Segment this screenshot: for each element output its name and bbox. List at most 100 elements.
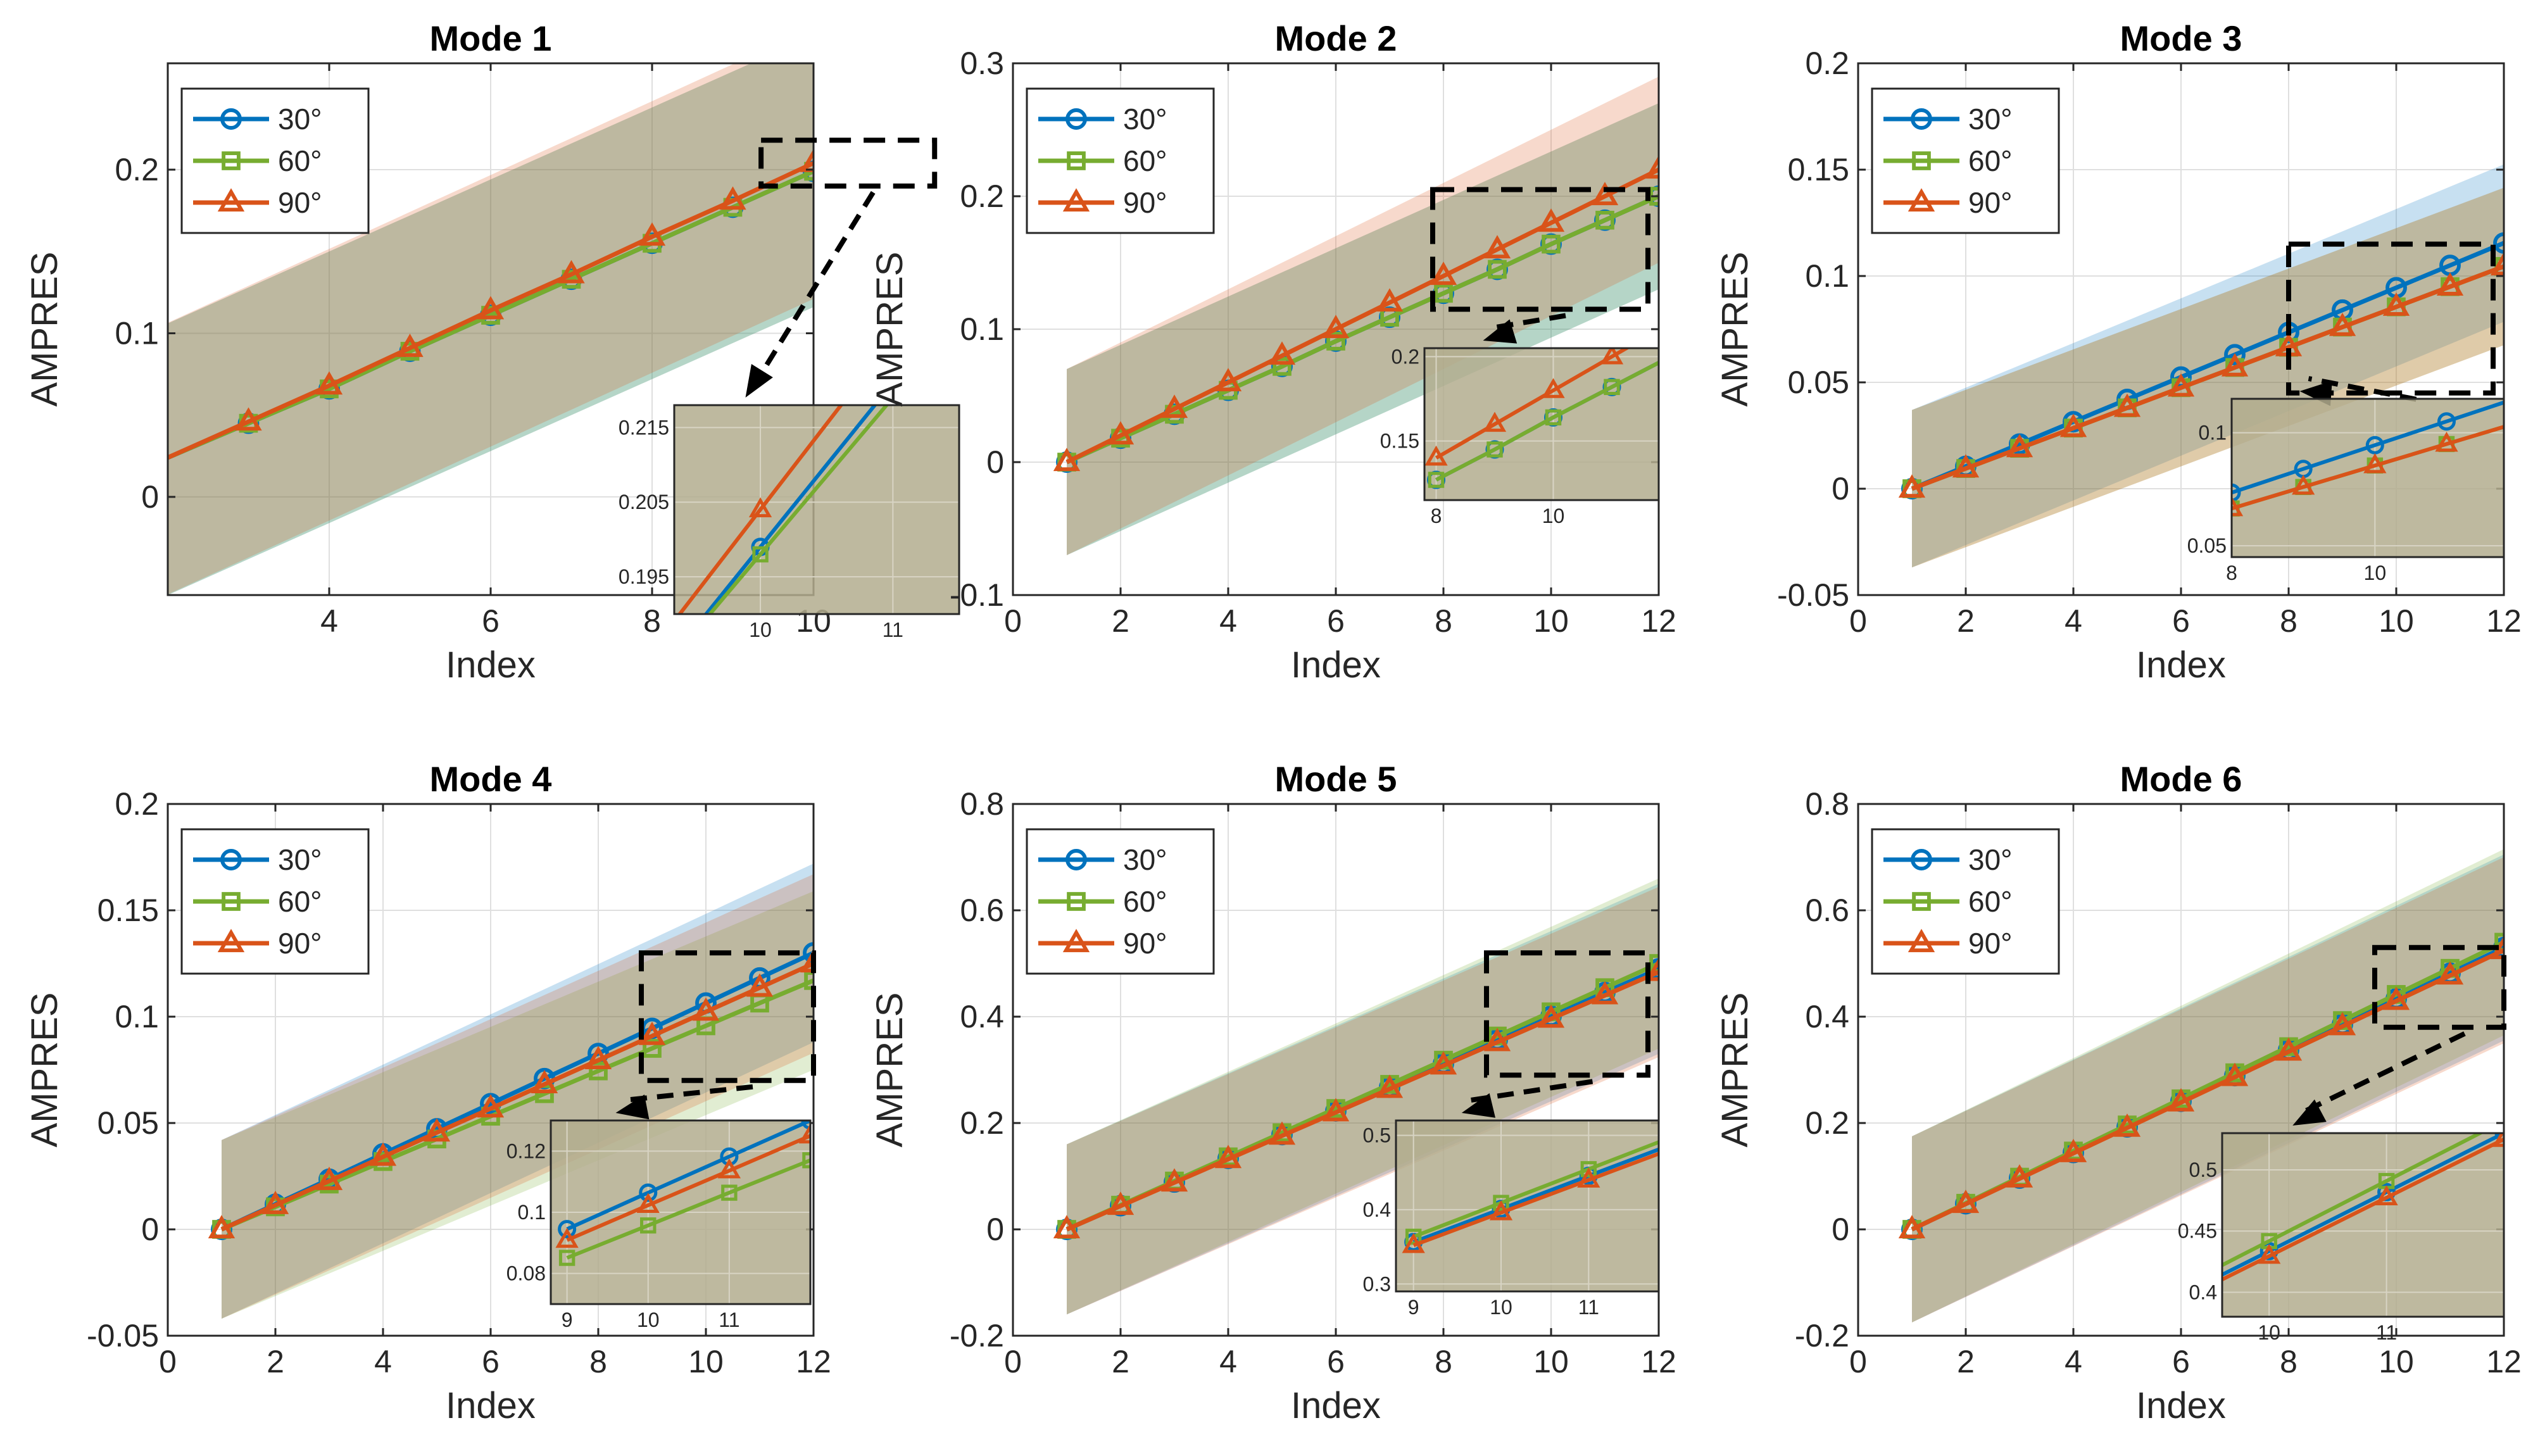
data-point-90 — [2059, 1139, 2087, 1162]
data-point-60 — [1434, 284, 1453, 303]
inset-frame — [673, 404, 960, 615]
legend-marker — [217, 929, 245, 953]
y-tick-label: 0 — [141, 479, 159, 515]
inset-line-60 — [707, 405, 889, 614]
inset-line-60 — [566, 1158, 810, 1260]
inset-line-30 — [1412, 1147, 1659, 1244]
chart-title: Mode 4 — [430, 759, 552, 799]
zoom-inset: 8 10 0.15 0.2 — [1380, 345, 1660, 527]
data-point-90 — [1537, 1004, 1565, 1028]
y-tick-label: 0.8 — [960, 786, 1004, 822]
legend-marker — [1065, 849, 1087, 870]
data-point-90 — [692, 997, 720, 1021]
inset-point-90 — [2143, 1305, 2161, 1321]
data-point-90 — [2382, 292, 2410, 316]
data-point-90 — [2329, 1012, 2356, 1036]
inset-x-tick-label: 10 — [2364, 562, 2387, 584]
legend-label-90: 90° — [1123, 927, 1167, 960]
zoom-arrow — [2300, 1031, 2466, 1115]
legend-label-30: 30° — [1968, 103, 2013, 135]
zoom-region-box — [758, 137, 938, 189]
x-tick-label: 0 — [1004, 1344, 1022, 1379]
inset-point-90 — [1402, 1233, 1425, 1253]
inset-point-90 — [2375, 1185, 2398, 1206]
inset-point-30 — [558, 1220, 577, 1239]
data-point-90 — [1214, 368, 1242, 392]
inset-point-30 — [1669, 1135, 1684, 1150]
zoom-inset: 10 11 0.195 0.205 0.215 — [619, 404, 960, 717]
y-tick-label: 0.2 — [1805, 46, 1849, 81]
data-point-90 — [2006, 1164, 2033, 1188]
inset-point-30 — [2144, 1302, 2159, 1317]
inset-line-60 — [1412, 1139, 1659, 1239]
x-axis-label: Index — [1291, 1385, 1381, 1426]
data-point-90 — [638, 1021, 666, 1045]
y-tick-label: 0.2 — [115, 152, 159, 187]
inset-y-tick-label: 0.1 — [2199, 422, 2227, 444]
data-point-90 — [2436, 961, 2464, 985]
x-tick-label: 8 — [643, 603, 661, 639]
inset-x-tick-label: 10 — [1542, 505, 1565, 527]
data-point-30 — [803, 942, 814, 964]
legend-marker — [1911, 108, 1932, 130]
data-point-90 — [1645, 155, 1659, 179]
legend-label-30: 30° — [1123, 103, 1167, 135]
data-point-90 — [1376, 288, 1404, 312]
data-point-90 — [1107, 421, 1135, 445]
data-point-90 — [423, 1118, 451, 1142]
inset-x-tick-label: 9 — [1408, 1296, 1419, 1319]
legend-label-90: 90° — [1968, 927, 2013, 960]
y-tick-label: 0.3 — [960, 46, 1004, 81]
inset-point-60 — [1580, 1161, 1597, 1177]
y-tick-label: 0.1 — [115, 315, 159, 351]
band-group — [168, 63, 814, 595]
data-point-90 — [315, 1167, 343, 1190]
inset-x-tick-label: 11 — [1578, 1296, 1599, 1319]
inset-x-tick-label: 11 — [883, 618, 903, 641]
inset-point-60 — [2511, 416, 2524, 429]
inset-point-60 — [802, 1152, 810, 1169]
inset-x-tick-label: 10 — [749, 618, 772, 641]
inset-point-90 — [1668, 1138, 1685, 1153]
inset-y-tick-label: 0.3 — [1363, 1272, 1391, 1295]
inset-point-90 — [555, 1227, 579, 1248]
band-30 — [168, 63, 814, 595]
chart-title: Mode 3 — [2120, 18, 2242, 58]
legend-label-60: 60° — [278, 885, 322, 918]
inset-point-90 — [619, 672, 637, 687]
inset-frame — [2230, 398, 2505, 558]
inset-point-90 — [2510, 413, 2527, 429]
inset-series-group — [619, 405, 902, 717]
band-60 — [168, 63, 814, 595]
y-tick-label: 0 — [986, 444, 1004, 480]
data-point-90 — [1952, 454, 1980, 478]
legend-label-60: 60° — [278, 144, 322, 177]
data-point-60 — [1488, 260, 1507, 279]
inset-series-group — [1402, 1135, 1685, 1253]
inset-y-tick-label: 0.1 — [518, 1201, 546, 1224]
x-tick-label: 12 — [796, 1344, 831, 1379]
data-point-90 — [2059, 413, 2087, 437]
data-point-90 — [584, 1046, 612, 1070]
data-point-90 — [2382, 986, 2410, 1010]
inset-point-60 — [1428, 472, 1445, 488]
data-point-90 — [2221, 353, 2249, 377]
data-point-90 — [1645, 957, 1659, 981]
legend-marker — [1062, 929, 1090, 953]
y-axis-label: AMPRES — [869, 252, 910, 407]
inset-point-60 — [558, 1250, 575, 1266]
inset-line-60 — [1435, 360, 1659, 482]
series-group — [1053, 954, 1659, 1240]
inset-point-60 — [2146, 1295, 2158, 1307]
y-axis-label: AMPRES — [1714, 252, 1756, 407]
band-90 — [168, 63, 814, 594]
inset-x-tick-label: 9 — [562, 1309, 573, 1331]
inset-point-60 — [622, 705, 634, 717]
data-point-90 — [1214, 1145, 1242, 1169]
legend-marker — [1912, 892, 1931, 911]
inset-point-30 — [2511, 390, 2526, 405]
x-tick-label: 8 — [1435, 603, 1452, 639]
